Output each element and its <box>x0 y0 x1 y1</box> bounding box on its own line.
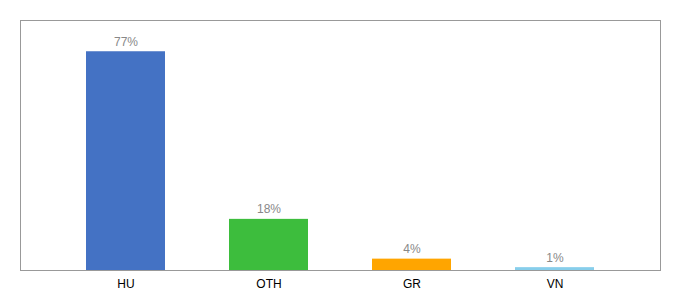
svg-text:4%: 4% <box>403 242 421 256</box>
svg-text:OTH: OTH <box>256 277 281 291</box>
svg-text:18%: 18% <box>257 202 281 216</box>
svg-text:77%: 77% <box>114 35 138 49</box>
svg-text:GR: GR <box>403 277 421 291</box>
svg-text:HU: HU <box>117 277 134 291</box>
svg-text:VN: VN <box>547 277 564 291</box>
svg-text:1%: 1% <box>546 251 564 265</box>
